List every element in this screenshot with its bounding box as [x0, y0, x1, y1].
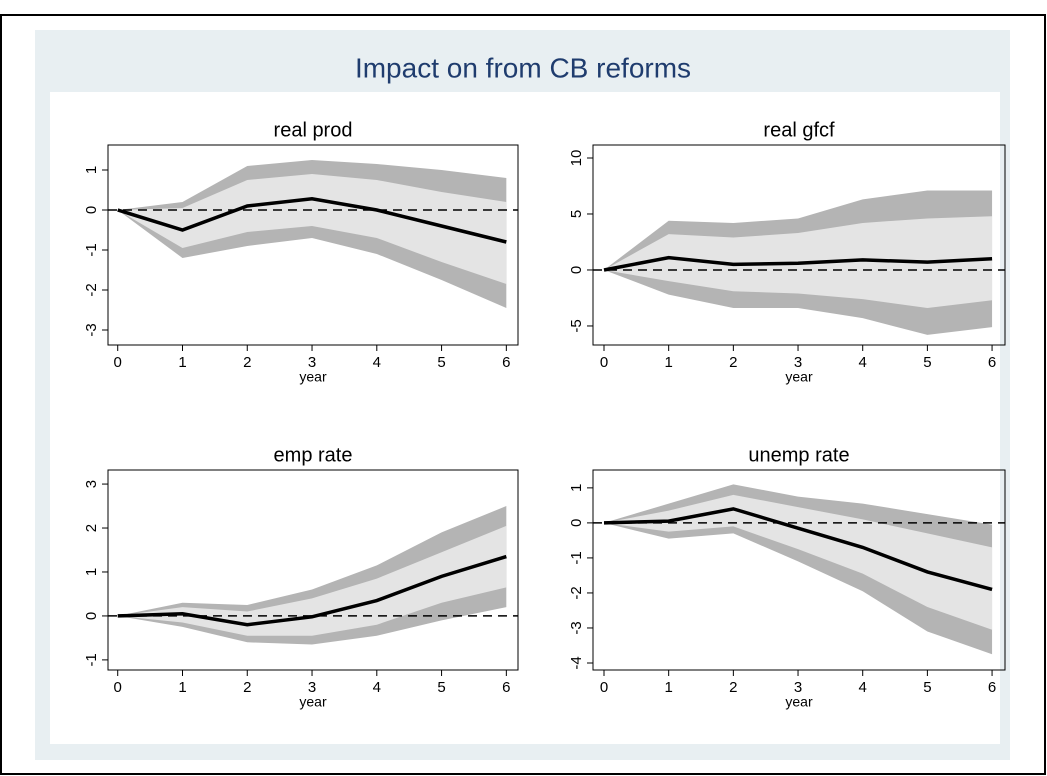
y-tick-label: 10 [568, 150, 585, 167]
x-tick-label: 6 [988, 354, 996, 371]
panel-title: unemp rate [748, 444, 849, 466]
y-tick-label: -1 [83, 653, 100, 666]
y-tick-label: -3 [83, 323, 100, 336]
x-tick-label: 4 [373, 354, 381, 371]
confidence-band [117, 525, 507, 636]
y-tick-label: 5 [568, 210, 585, 218]
x-tick-label: 0 [114, 354, 122, 371]
y-tick-label: 3 [83, 480, 100, 488]
estimate-line [117, 554, 507, 627]
x-tick-label: 3 [794, 354, 802, 371]
x-tick-label: 4 [373, 679, 381, 696]
x-tick-label: 6 [502, 679, 510, 696]
y-tick-label: -2 [568, 586, 585, 599]
x-tick-label: 1 [178, 354, 186, 371]
x-tick-label: 6 [502, 354, 510, 371]
y-tick-label: 0 [568, 266, 585, 274]
x-tick-label: 3 [308, 679, 316, 696]
x-tick-label: 2 [729, 679, 737, 696]
y-tick-label: -3 [568, 621, 585, 634]
x-tick-label: 1 [665, 354, 673, 371]
x-tick-label: 4 [859, 679, 867, 696]
y-tick-label: 1 [83, 568, 100, 576]
plot-frame [107, 469, 519, 671]
x-tick-label: 0 [600, 354, 608, 371]
panel-title: emp rate [274, 444, 353, 466]
y-tick-label: 0 [568, 519, 585, 527]
x-axis-label: year [785, 694, 813, 710]
y-tick-label: 1 [568, 484, 585, 492]
panel-title: real prod [274, 119, 353, 141]
x-tick-label: 3 [794, 679, 802, 696]
y-tick-label: 1 [83, 166, 100, 174]
y-tick-label: -1 [83, 243, 100, 256]
estimate-line [117, 197, 507, 244]
y-tick-label: -2 [83, 283, 100, 296]
x-axis-label: year [785, 369, 813, 385]
x-tick-label: 5 [437, 354, 445, 371]
x-tick-label: 5 [437, 679, 445, 696]
y-tick-label: -4 [568, 656, 585, 669]
y-tick-label: 2 [83, 524, 100, 532]
x-tick-label: 2 [243, 679, 251, 696]
plot-background [50, 92, 1000, 744]
x-axis-label: year [299, 694, 327, 710]
x-tick-label: 1 [178, 679, 186, 696]
plot-frame [592, 469, 1006, 671]
plot-frame [592, 144, 1006, 346]
x-tick-label: 0 [600, 679, 608, 696]
x-tick-label: 0 [114, 679, 122, 696]
y-tick-label: 0 [83, 206, 100, 214]
x-tick-label: 5 [923, 679, 931, 696]
estimate-line [603, 507, 993, 592]
y-tick-label: -5 [568, 319, 585, 332]
x-tick-label: 2 [729, 354, 737, 371]
x-tick-label: 6 [988, 679, 996, 696]
x-axis-label: year [299, 369, 327, 385]
x-tick-label: 3 [308, 354, 316, 371]
panel-title: real gfcf [763, 119, 835, 141]
estimate-line [603, 255, 993, 272]
x-tick-label: 4 [859, 354, 867, 371]
y-tick-label: -1 [568, 551, 585, 564]
plot-frame [107, 144, 519, 346]
x-tick-label: 1 [665, 679, 673, 696]
y-tick-label: 0 [83, 612, 100, 620]
confidence-band [603, 494, 993, 630]
x-tick-label: 5 [923, 354, 931, 371]
confidence-band [117, 174, 507, 284]
x-tick-label: 2 [243, 354, 251, 371]
figure-title: Impact on from CB reforms [355, 52, 691, 83]
